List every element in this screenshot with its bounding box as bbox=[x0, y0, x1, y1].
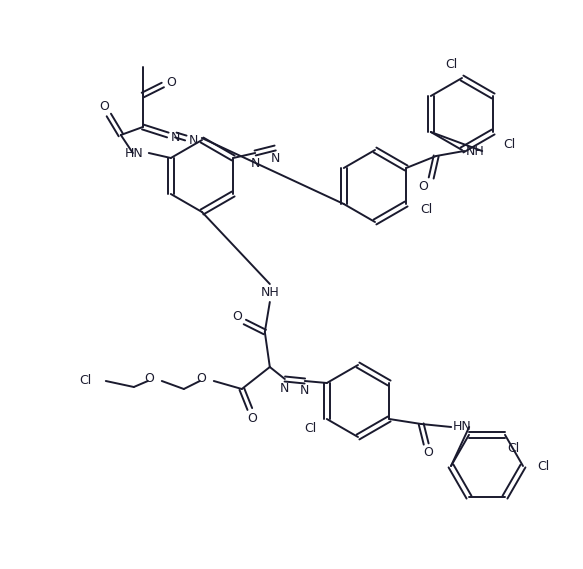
Text: O: O bbox=[166, 76, 175, 89]
Text: N: N bbox=[300, 385, 310, 398]
Text: NH: NH bbox=[261, 286, 279, 299]
Text: HN: HN bbox=[125, 146, 144, 159]
Text: N: N bbox=[189, 134, 198, 146]
Text: N: N bbox=[171, 130, 181, 143]
Text: Cl: Cl bbox=[537, 460, 549, 472]
Text: O: O bbox=[423, 447, 433, 460]
Text: O: O bbox=[247, 411, 257, 424]
Text: Cl: Cl bbox=[445, 57, 457, 71]
Text: O: O bbox=[418, 179, 428, 192]
Text: HN: HN bbox=[453, 420, 472, 434]
Text: O: O bbox=[232, 311, 242, 324]
Text: O: O bbox=[196, 373, 206, 386]
Text: N: N bbox=[271, 151, 280, 164]
Text: Cl: Cl bbox=[79, 374, 92, 387]
Text: Cl: Cl bbox=[503, 138, 515, 150]
Text: O: O bbox=[99, 100, 109, 113]
Text: N: N bbox=[251, 156, 260, 170]
Text: NH: NH bbox=[466, 145, 485, 158]
Text: Cl: Cl bbox=[420, 203, 433, 216]
Text: Cl: Cl bbox=[507, 442, 519, 455]
Text: Cl: Cl bbox=[304, 423, 317, 435]
Text: N: N bbox=[280, 382, 290, 395]
Text: O: O bbox=[144, 373, 154, 386]
